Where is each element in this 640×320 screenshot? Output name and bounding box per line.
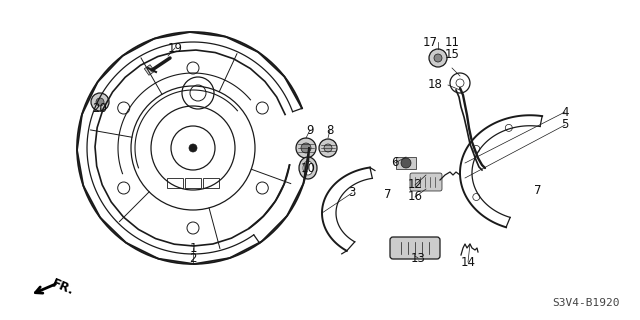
Text: 8: 8 <box>326 124 333 137</box>
Text: 19: 19 <box>168 42 182 54</box>
Circle shape <box>296 138 316 158</box>
FancyBboxPatch shape <box>410 173 442 191</box>
Circle shape <box>96 98 104 106</box>
Circle shape <box>429 49 447 67</box>
Bar <box>185 178 201 188</box>
Circle shape <box>324 144 332 152</box>
Bar <box>145 65 155 75</box>
Text: 10: 10 <box>301 162 316 174</box>
Text: FR.: FR. <box>50 276 76 298</box>
Text: S3V4-B1920: S3V4-B1920 <box>552 298 620 308</box>
Text: 17: 17 <box>422 36 438 49</box>
Text: 13: 13 <box>411 252 426 265</box>
Text: 6: 6 <box>391 156 399 170</box>
Ellipse shape <box>299 157 317 179</box>
Text: 4: 4 <box>561 106 569 118</box>
Text: 7: 7 <box>384 188 392 202</box>
Circle shape <box>189 144 197 152</box>
Bar <box>396 157 416 169</box>
Text: 11: 11 <box>445 36 460 49</box>
Circle shape <box>91 93 109 111</box>
Text: 3: 3 <box>348 187 356 199</box>
Circle shape <box>319 139 337 157</box>
Circle shape <box>301 143 311 153</box>
Text: 20: 20 <box>93 101 108 115</box>
Text: 18: 18 <box>428 78 442 92</box>
Circle shape <box>434 54 442 62</box>
Text: 16: 16 <box>408 190 422 204</box>
Text: 7: 7 <box>534 183 541 196</box>
Text: 15: 15 <box>445 49 460 61</box>
Text: 2: 2 <box>189 252 196 265</box>
Bar <box>203 178 219 188</box>
Text: 5: 5 <box>561 118 569 132</box>
Text: 9: 9 <box>307 124 314 137</box>
Text: 12: 12 <box>408 179 422 191</box>
Circle shape <box>473 194 480 201</box>
Circle shape <box>506 124 512 132</box>
Circle shape <box>473 146 480 153</box>
Ellipse shape <box>303 161 313 175</box>
FancyBboxPatch shape <box>390 237 440 259</box>
Bar <box>167 178 183 188</box>
Text: 1: 1 <box>189 242 196 254</box>
Circle shape <box>401 158 411 168</box>
Text: 14: 14 <box>461 255 476 268</box>
